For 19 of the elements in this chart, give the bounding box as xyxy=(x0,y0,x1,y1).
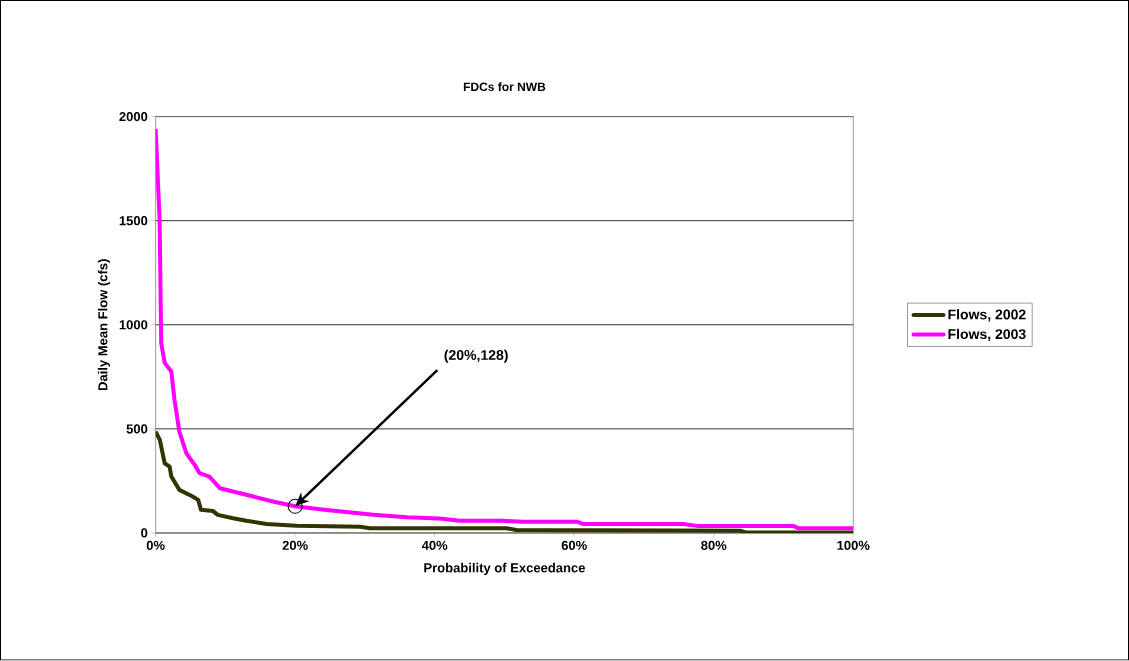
x-tick-label: 20% xyxy=(282,540,308,551)
line-series xyxy=(155,429,854,534)
annotation: (20%,128) xyxy=(444,349,508,363)
y-tick-label: 1500 xyxy=(119,216,148,226)
y-axis-title: Daily Mean Flow (cfs) xyxy=(97,259,111,391)
x-tick-label: 60% xyxy=(561,540,587,551)
line-series xyxy=(155,127,854,531)
x-tick-label: 40% xyxy=(421,540,448,551)
chart-title: FDCs for NWB xyxy=(463,82,546,92)
y-tick-label: 500 xyxy=(126,424,148,434)
y-tick-label: 1000 xyxy=(119,320,148,330)
x-axis-title: Probability of Exceedance xyxy=(424,563,585,576)
legend-label: Flows, 2002 xyxy=(948,309,1026,322)
y-tick-label: 0 xyxy=(141,528,148,538)
x-tick-label: 80% xyxy=(701,540,727,551)
x-tick-label: 100% xyxy=(837,540,870,551)
y-tick-label: 2000 xyxy=(119,112,148,122)
x-tick-label: 0% xyxy=(146,540,165,551)
legend-label: Flows, 2003 xyxy=(948,328,1026,342)
